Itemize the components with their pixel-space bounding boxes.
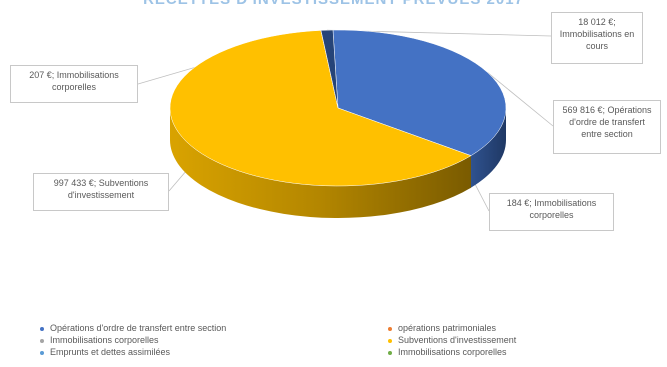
legend-marker: [40, 338, 44, 343]
legend-marker: [388, 350, 392, 355]
pie-slice: [332, 29, 507, 156]
legend-item: Subventions d'investissement: [388, 335, 516, 346]
legend-item: Immobilisations corporelles: [40, 335, 159, 346]
data-label-subventions: 997 433 €; Subventions d'investissement: [33, 173, 169, 211]
leader-line: [487, 72, 554, 127]
legend-item: Opérations d'ordre de transfert entre se…: [40, 323, 226, 334]
legend-label: opérations patrimoniales: [398, 323, 497, 333]
legend-marker: [40, 326, 44, 331]
legend-item: opérations patrimoniales: [388, 323, 496, 334]
pie-sides: [170, 108, 506, 219]
pie-tops: [169, 29, 507, 187]
data-label-immobilisations-en-cours: 18 012 €; Immobilisations en cours: [551, 12, 643, 64]
data-label-immobilisations-corporelles-184: 184 €; Immobilisations corporelles: [489, 193, 614, 231]
chart-title: RECETTES D'INVESTISSEMENT PREVUES 2017: [0, 0, 667, 8]
legend-marker: [388, 326, 392, 331]
data-label-immobilisations-corporelles-207: 207 €; Immobilisations corporelles: [10, 65, 138, 103]
legend-item: Emprunts et dettes assimilées: [40, 347, 170, 358]
legend-label: Emprunts et dettes assimilées: [50, 347, 171, 357]
legend-marker: [388, 338, 392, 343]
legend-marker: [40, 350, 44, 355]
legend-item: Immobilisations corporelles: [388, 347, 507, 358]
pie-slice-side: [170, 108, 471, 219]
pie-slice: [320, 29, 339, 109]
pie-slice: [169, 30, 472, 187]
legend-label: Opérations d'ordre de transfert entre se…: [50, 323, 227, 333]
data-label-operations-ordre: 569 816 €; Opérations d'ordre de transfe…: [553, 100, 661, 154]
pie-slice-side: [471, 108, 506, 188]
legend-label: Immobilisations corporelles: [398, 347, 507, 357]
legend-label: Subventions d'investissement: [398, 335, 517, 345]
legend-label: Immobilisations corporelles: [50, 335, 159, 345]
